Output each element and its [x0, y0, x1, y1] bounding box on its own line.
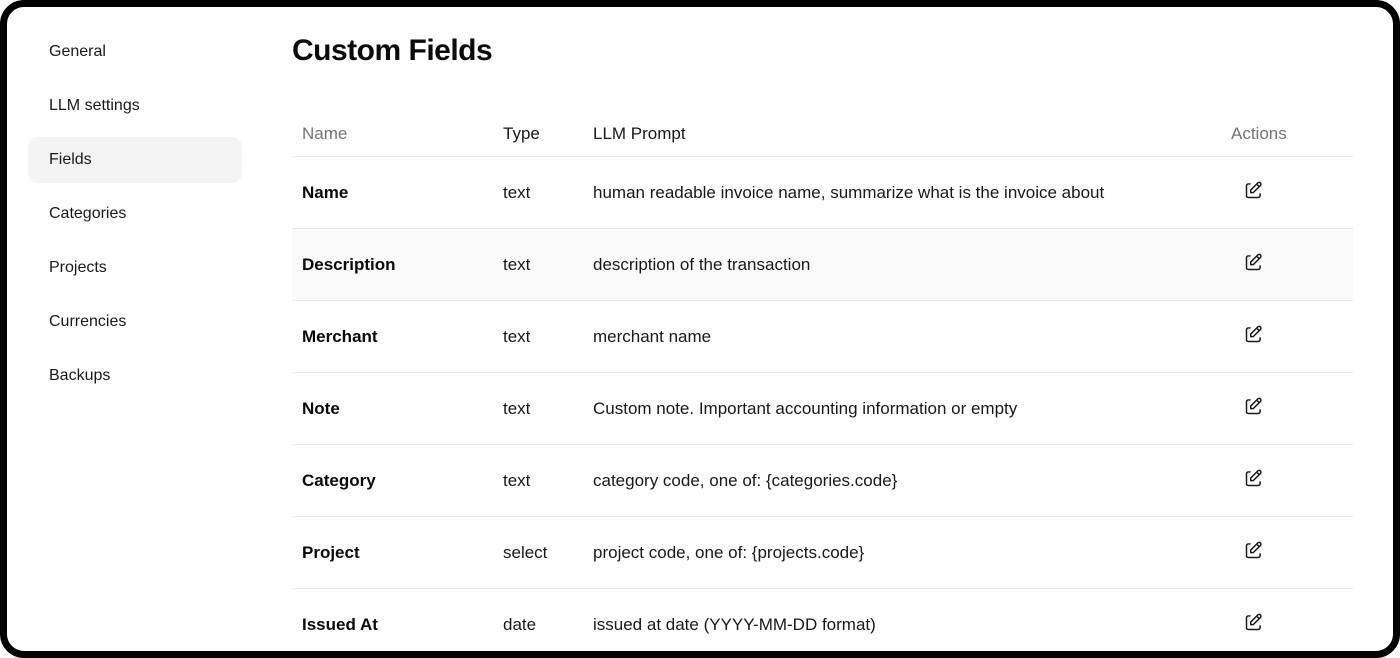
- row-name: Note: [302, 398, 340, 418]
- row-type: date: [503, 615, 537, 634]
- row-prompt: Custom note. Important accounting inform…: [593, 398, 1018, 418]
- sidebar-item-label: General: [49, 43, 106, 60]
- edit-field-button[interactable]: [1243, 540, 1264, 561]
- row-name: Name: [302, 182, 349, 202]
- row-name: Category: [302, 470, 376, 490]
- edit-field-button[interactable]: [1243, 324, 1264, 345]
- edit-icon: [1243, 612, 1264, 633]
- row-name: Description: [302, 254, 396, 274]
- row-prompt: issued at date (YYYY-MM-DD format): [593, 615, 876, 634]
- row-type: text: [503, 470, 531, 490]
- table-row[interactable]: Category text category code, one of: {ca…: [292, 445, 1353, 517]
- edit-icon: [1243, 252, 1264, 273]
- edit-field-button[interactable]: [1243, 180, 1264, 201]
- edit-icon: [1243, 540, 1264, 561]
- sidebar-item-projects[interactable]: Projects: [28, 245, 242, 291]
- sidebar-item-llm-settings[interactable]: LLM settings: [28, 83, 242, 129]
- row-prompt: merchant name: [593, 326, 712, 346]
- sidebar-item-label: Categories: [49, 205, 127, 222]
- sidebar-item-label: Projects: [49, 259, 107, 276]
- column-header-prompt: LLM Prompt: [593, 124, 686, 143]
- row-name: Merchant: [302, 326, 378, 346]
- edit-field-button[interactable]: [1243, 252, 1264, 273]
- table-row[interactable]: Issued At date issued at date (YYYY-MM-D…: [292, 589, 1353, 651]
- row-type: text: [503, 326, 531, 346]
- sidebar-item-label: Currencies: [49, 313, 127, 330]
- row-prompt: project code, one of: {projects.code}: [593, 542, 865, 562]
- custom-fields-table: Name Type LLM Prompt Actions Name text h…: [292, 112, 1353, 651]
- row-type: text: [503, 254, 531, 274]
- edit-field-button[interactable]: [1243, 396, 1264, 417]
- edit-icon: [1243, 324, 1264, 345]
- sidebar-item-categories[interactable]: Categories: [28, 191, 242, 237]
- edit-field-button[interactable]: [1243, 468, 1264, 489]
- sidebar-item-currencies[interactable]: Currencies: [28, 299, 242, 345]
- table-body: Name text human readable invoice name, s…: [292, 157, 1353, 651]
- column-header-name: Name: [302, 124, 348, 143]
- row-prompt: category code, one of: {categories.code}: [593, 470, 898, 490]
- sidebar-item-label: Fields: [49, 151, 92, 168]
- column-header-type: Type: [503, 124, 540, 143]
- sidebar-item-fields[interactable]: Fields: [28, 137, 242, 183]
- row-type: text: [503, 398, 531, 418]
- sidebar-item-general[interactable]: General: [28, 29, 242, 75]
- table-row[interactable]: Note text Custom note. Important account…: [292, 373, 1353, 445]
- sidebar-item-label: LLM settings: [49, 97, 140, 114]
- row-prompt: description of the transaction: [593, 254, 811, 274]
- sidebar-item-label: Backups: [49, 367, 111, 384]
- table-row[interactable]: Name text human readable invoice name, s…: [292, 157, 1353, 229]
- page-title: Custom Fields: [292, 34, 493, 67]
- column-header-actions: Actions: [1231, 124, 1287, 143]
- settings-sidebar: General LLM settings Fields Categories P…: [7, 7, 285, 651]
- row-name: Project: [302, 542, 360, 562]
- sidebar-item-backups[interactable]: Backups: [28, 353, 242, 399]
- row-type: text: [503, 182, 531, 202]
- table-header-row: Name Type LLM Prompt Actions: [292, 112, 1353, 157]
- edit-icon: [1243, 180, 1264, 201]
- edit-icon: [1243, 468, 1264, 489]
- row-type: select: [503, 542, 548, 562]
- table-row[interactable]: Description text description of the tran…: [292, 229, 1353, 301]
- table-row[interactable]: Project select project code, one of: {pr…: [292, 517, 1353, 589]
- row-prompt: human readable invoice name, summarize w…: [593, 182, 1105, 202]
- main-content: Custom Fields Name Type LLM Prompt Actio…: [285, 7, 1393, 651]
- edit-field-button[interactable]: [1243, 612, 1264, 633]
- edit-icon: [1243, 396, 1264, 417]
- table-row[interactable]: Merchant text merchant name: [292, 301, 1353, 373]
- row-name: Issued At: [302, 615, 378, 634]
